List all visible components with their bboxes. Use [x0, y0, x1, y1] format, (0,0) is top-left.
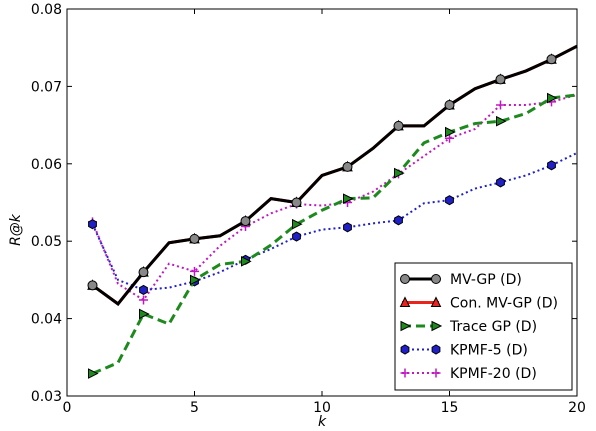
series-2-point-16: [496, 115, 507, 127]
y-axis-label: R@k: [8, 213, 24, 246]
legend: MV-GP (D) Con. MV-GP (D) Trace GP (D) KPMF-…: [394, 262, 573, 391]
legend-marker-start-1: [399, 296, 411, 307]
x-tick-label-0: 0: [63, 400, 72, 416]
x-tick-label-4: 20: [568, 400, 586, 416]
legend-item-2: Trace GP (D): [400, 319, 537, 335]
series-2-point-18: [547, 92, 558, 104]
legend-label-3: KPMF-5 (D): [450, 343, 528, 359]
legend-marker-start-2: [400, 320, 412, 332]
series-2: [88, 92, 578, 379]
series-4-point-2: [139, 295, 148, 305]
series-0-point-16: [495, 74, 506, 85]
legend-marker-start-4: [400, 368, 410, 378]
series-3-point-16: [496, 177, 505, 188]
series-3-point-0: [88, 219, 97, 230]
series-layer: [87, 44, 578, 379]
y-tick-label-1: 0.04: [31, 312, 62, 328]
y-tick-label-3: 0.06: [31, 157, 62, 173]
y-tick-label-4: 0.07: [31, 79, 62, 95]
series-line-2: [91, 93, 578, 375]
series-3-point-10: [343, 222, 352, 233]
legend-marker-end-4: [431, 368, 441, 378]
series-2-point-4: [190, 274, 201, 286]
legend-marker-start-0: [400, 274, 410, 284]
legend-label-0: MV-GP (D): [450, 272, 522, 288]
y-tick-label-5: 0.08: [31, 2, 62, 18]
y-tick-label-2: 0.05: [31, 234, 62, 250]
y-tick-label-0: 0.03: [31, 389, 62, 405]
series-0-point-18: [546, 54, 557, 65]
series-0-point-6: [240, 216, 251, 227]
series-4-point-14: [445, 133, 454, 143]
series-3: [88, 152, 578, 296]
x-tick-label-1: 5: [190, 400, 199, 416]
series-0-point-10: [342, 161, 353, 172]
legend-item-1: Con. MV-GP (D): [399, 296, 558, 312]
x-tick-label-2: 10: [313, 400, 331, 416]
series-2-point-0: [88, 368, 99, 379]
x-tick-label-3: 15: [441, 400, 459, 416]
legend-marker-start-3: [400, 344, 410, 355]
legend-item-4: KPMF-20 (D): [400, 366, 537, 382]
series-2-point-12: [394, 167, 405, 179]
x-axis-label: k: [318, 414, 327, 430]
series-0: [87, 44, 578, 306]
legend-marker-end-3: [431, 344, 441, 355]
legend-marker-end-0: [431, 274, 441, 284]
series-0-point-14: [444, 99, 455, 110]
legend-marker-end-1: [430, 296, 442, 307]
series-3-point-12: [394, 215, 403, 226]
series-2-point-10: [343, 193, 354, 204]
series-2-point-6: [241, 256, 252, 267]
legend-item-3: KPMF-5 (D): [400, 343, 528, 359]
series-3-point-14: [445, 195, 454, 206]
legend-label-4: KPMF-20 (D): [450, 366, 537, 382]
legend-label-1: Con. MV-GP (D): [450, 296, 558, 312]
series-0-point-0: [87, 280, 98, 291]
series-2-point-2: [139, 308, 150, 320]
legend-label-2: Trace GP (D): [449, 319, 537, 335]
series-2-point-8: [292, 218, 303, 230]
series-0-point-8: [291, 197, 302, 208]
series-3-point-8: [292, 231, 301, 242]
axes-layer: 0 5 10 15 20 0.03 0.04 0.05 0.06 0.07 0.08: [31, 2, 586, 416]
series-0-point-4: [189, 233, 200, 244]
series-0-point-2: [138, 267, 149, 278]
series-3-point-18: [547, 160, 556, 171]
series-4-point-16: [496, 100, 505, 110]
legend-item-0: MV-GP (D): [400, 272, 522, 288]
series-4-point-4: [190, 266, 199, 276]
series-3-point-2: [139, 284, 148, 296]
series-0-point-12: [393, 120, 404, 131]
legend-marker-end-2: [431, 320, 443, 332]
series-2-point-14: [445, 126, 456, 138]
